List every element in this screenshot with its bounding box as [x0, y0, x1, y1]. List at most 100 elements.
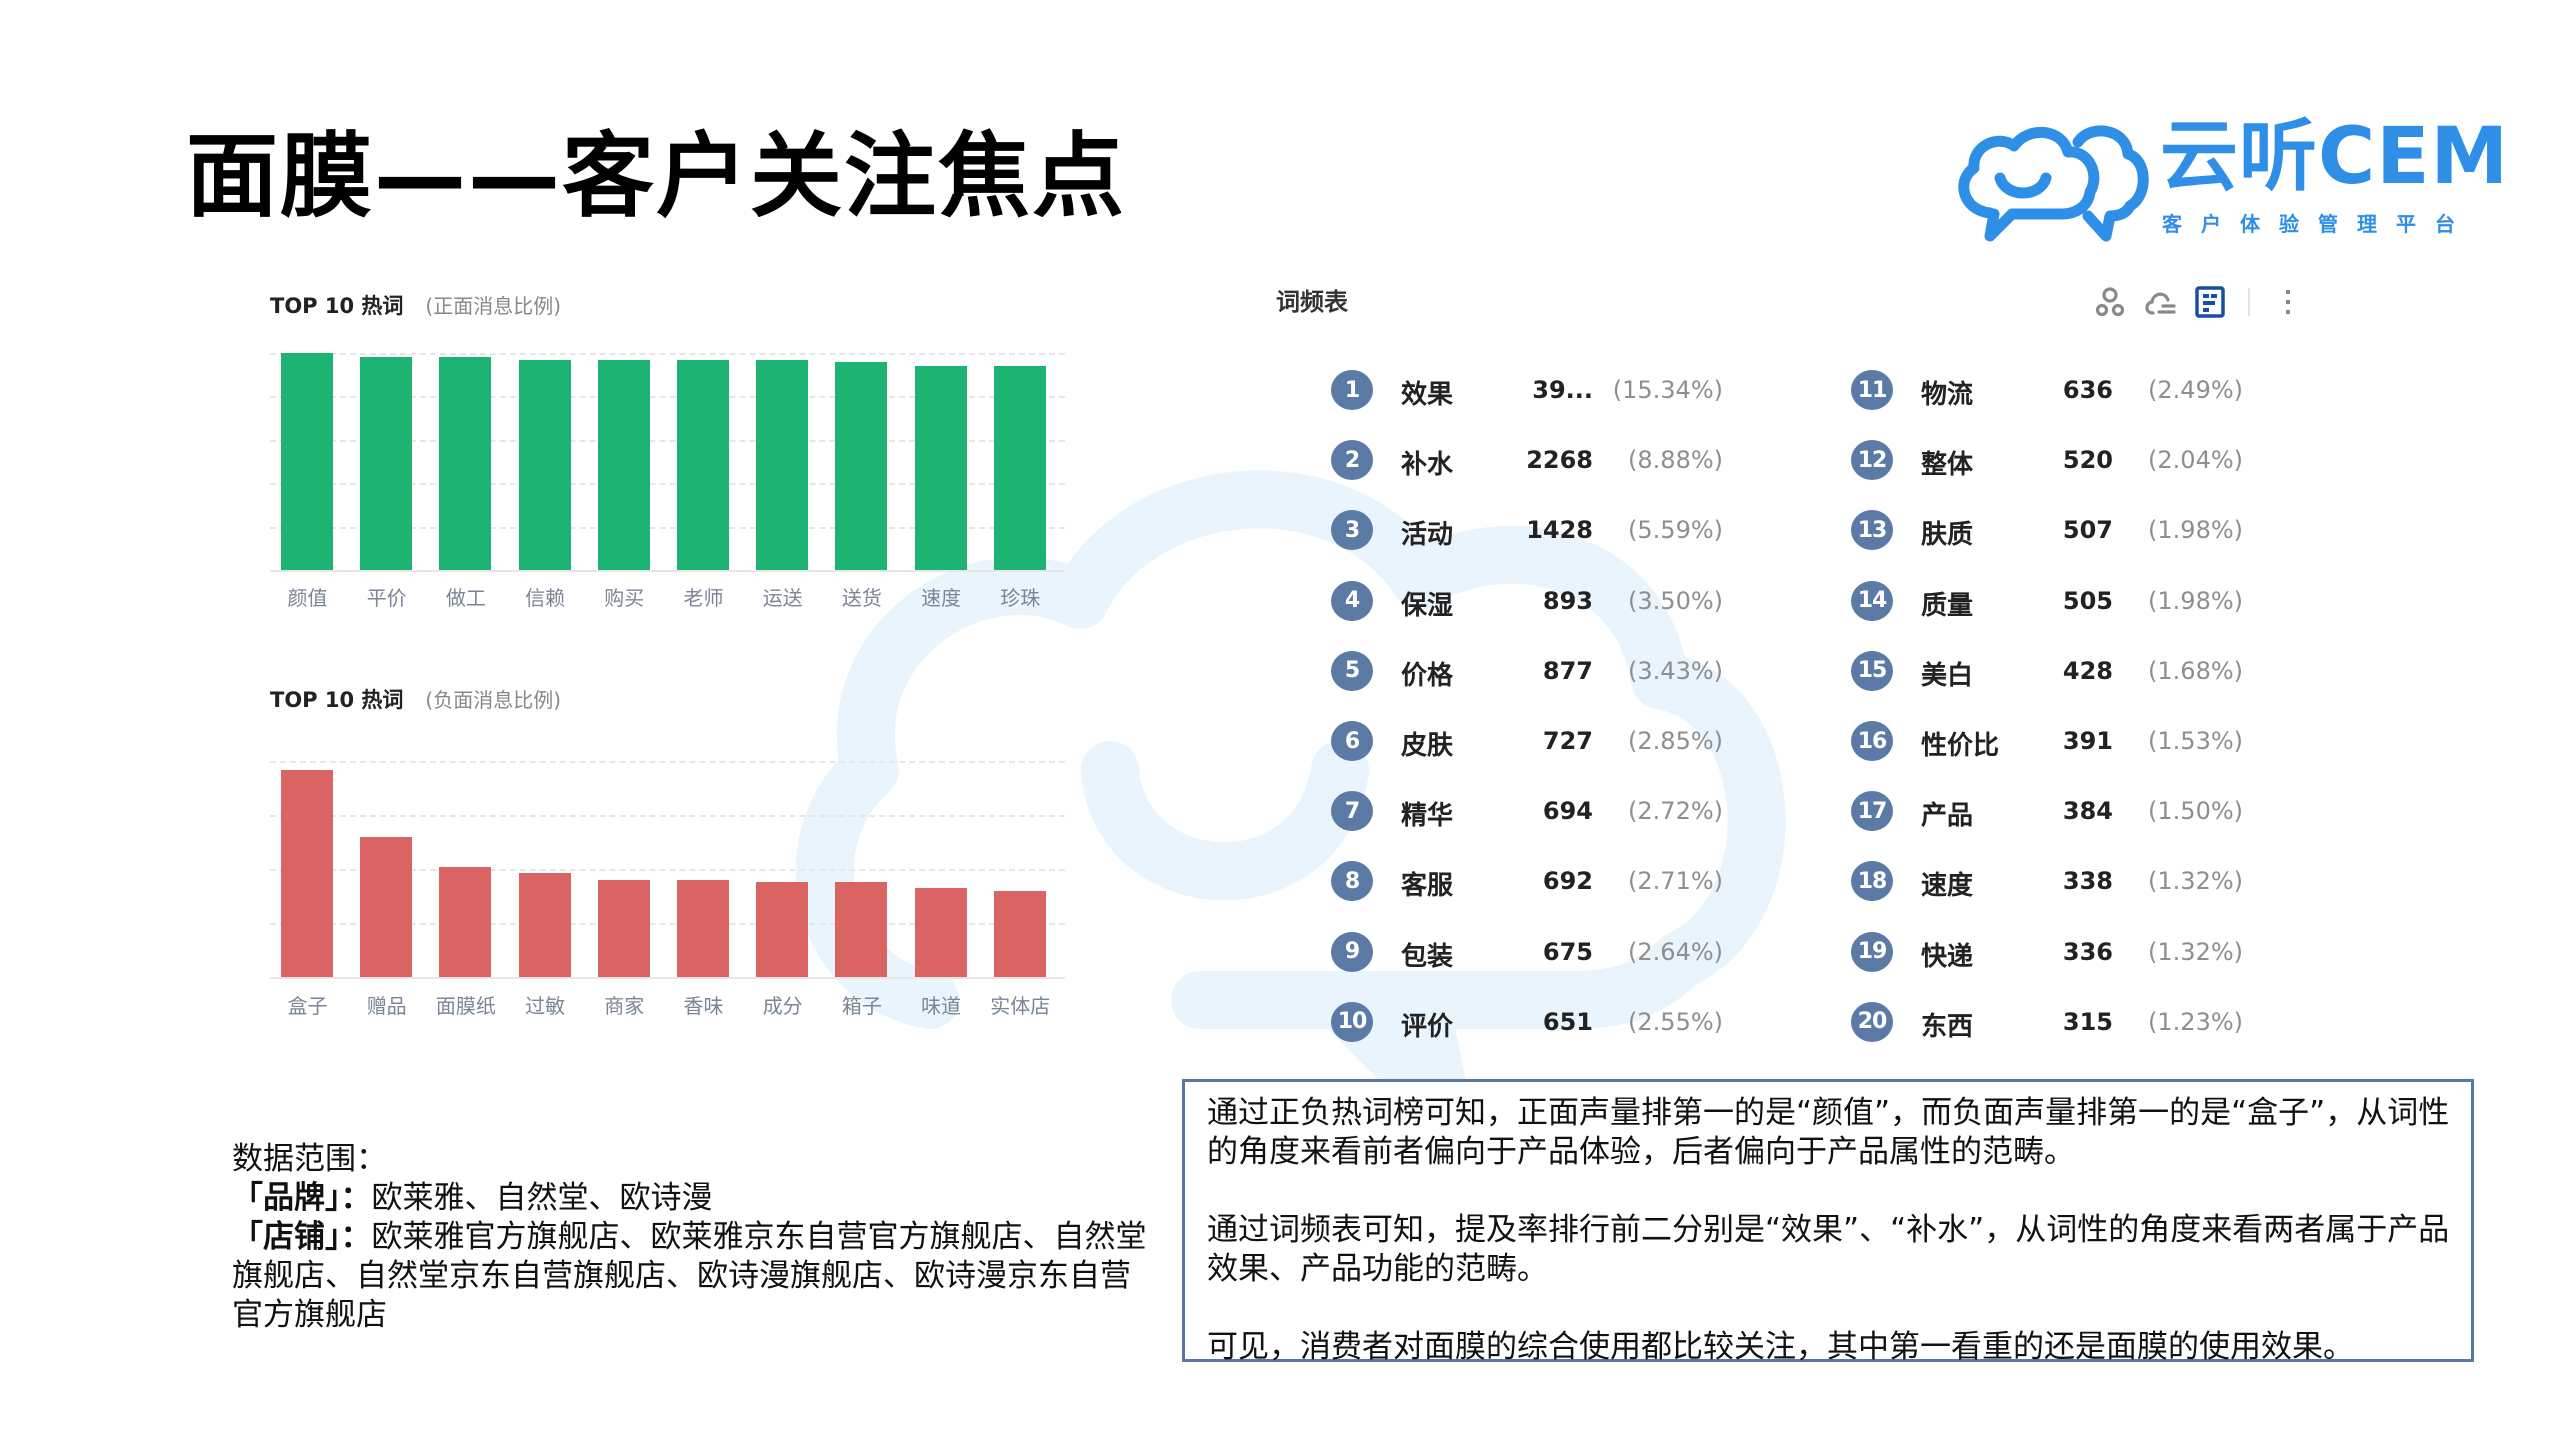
word-label: 包装	[1401, 941, 1454, 972]
word-freq-row[interactable]: 19 快递 336 (1.32%)	[1851, 930, 2271, 974]
word-freq-row[interactable]: 10 评价 651 (2.55%)	[1331, 1000, 1751, 1044]
chart-x-label: 购买	[604, 586, 645, 610]
word-percent: (1.68%)	[2148, 656, 2243, 685]
bubble-chart-button[interactable]	[2092, 284, 2128, 320]
word-cloud-icon	[2145, 292, 2176, 315]
more-options-button[interactable]	[2270, 284, 2306, 320]
chart-x-label: 颜值	[287, 586, 328, 610]
word-freq-row[interactable]: 8 客服 692 (2.71%)	[1331, 859, 1751, 903]
rank-badge: 3	[1331, 510, 1373, 551]
conclusion-paragraph: 通过词频表可知，提及率排行前二分别是“效果”、“补水”，从词性的角度来看两者属于…	[1207, 1212, 2450, 1287]
word-percent: (2.71%)	[1628, 867, 1723, 896]
word-cloud-button[interactable]	[2142, 284, 2178, 320]
word-count: 877	[1542, 656, 1593, 685]
chart-x-label: 实体店	[990, 994, 1051, 1018]
word-freq-row[interactable]: 18 速度 338 (1.32%)	[1851, 859, 2271, 903]
rank-badge: 7	[1331, 791, 1373, 832]
chart-gridline	[270, 483, 1065, 486]
chart-bar[interactable]	[677, 359, 729, 570]
word-label: 效果	[1401, 380, 1454, 410]
word-freq-row[interactable]: 17 产品 384 (1.50%)	[1851, 789, 2271, 833]
chart-gridline	[270, 439, 1065, 442]
brand-tagline: 客户体验管理平台	[2162, 212, 2474, 236]
chart-bar[interactable]	[360, 836, 413, 977]
chart-bar[interactable]	[518, 359, 571, 570]
rank-badge: 9	[1331, 931, 1373, 972]
chart-bar[interactable]	[597, 359, 650, 570]
chart-bar[interactable]	[914, 888, 967, 977]
rank-badge: 13	[1851, 510, 1893, 551]
chart-bar[interactable]	[360, 357, 413, 570]
word-percent: (1.32%)	[2148, 937, 2243, 966]
rank-badge: 18	[1851, 861, 1893, 902]
chart-bar[interactable]	[756, 359, 809, 570]
chart-bar[interactable]	[677, 879, 729, 977]
word-count: 636	[2062, 376, 2113, 404]
rank-badge: 10	[1331, 1001, 1373, 1042]
word-freq-row[interactable]: 3 活动 1428 (5.59%)	[1331, 508, 1751, 552]
rank-badge: 8	[1331, 861, 1373, 902]
chart-bar[interactable]	[835, 361, 888, 570]
chart-bar[interactable]	[281, 769, 333, 977]
word-label: 精华	[1401, 801, 1454, 832]
word-count: 692	[1542, 867, 1593, 896]
word-label: 速度	[1921, 871, 1974, 902]
chart-bar[interactable]	[993, 890, 1046, 977]
word-freq-row[interactable]: 14 质量 505 (1.98%)	[1851, 579, 2271, 623]
word-count: 893	[1542, 586, 1593, 615]
word-freq-row[interactable]: 12 整体 520 (2.04%)	[1851, 438, 2271, 482]
rank-badge: 5	[1331, 650, 1373, 691]
chart-baseline	[270, 570, 1065, 572]
negative-chart-x-axis: 盒子 赠品 面膜纸 过敏 商家 香味 成分 箱子 味道 实体店	[270, 990, 1065, 1020]
word-percent: (5.59%)	[1628, 516, 1723, 545]
negative-chart-title-text: TOP 10 热词	[270, 688, 404, 712]
store-tag: 「店铺」：	[232, 1219, 372, 1255]
word-label: 皮肤	[1401, 731, 1454, 761]
word-freq-row[interactable]: 5 价格 877 (3.43%)	[1331, 649, 1751, 693]
chart-bar[interactable]	[993, 366, 1046, 570]
chart-bar[interactable]	[756, 881, 809, 977]
data-range-brands: 「品牌」：欧莱雅、自然堂、欧诗漫	[232, 1179, 1152, 1218]
word-percent: (1.32%)	[2148, 867, 2243, 896]
word-percent: (3.50%)	[1628, 586, 1723, 615]
word-freq-row[interactable]: 16 性价比 391 (1.53%)	[1851, 719, 2271, 763]
word-count: 384	[2062, 797, 2113, 826]
chart-x-label: 送货	[841, 586, 882, 610]
word-freq-row[interactable]: 15 美白 428 (1.68%)	[1851, 649, 2271, 693]
word-freq-toolbar	[2092, 282, 2306, 322]
word-count: 336	[2062, 937, 2113, 966]
word-count: 694	[1542, 797, 1593, 826]
word-freq-row[interactable]: 1 效果 39... (15.34%)	[1331, 368, 1751, 412]
word-count: 338	[2062, 867, 2113, 896]
word-percent: (3.43%)	[1628, 656, 1723, 685]
word-freq-row[interactable]: 13 肤质 507 (1.98%)	[1851, 508, 2271, 552]
table-view-button[interactable]	[2192, 284, 2228, 320]
word-count: 391	[2062, 727, 2113, 755]
word-freq-row[interactable]: 11 物流 636 (2.49%)	[1851, 368, 2271, 412]
word-freq-row[interactable]: 20 东西 315 (1.23%)	[1851, 1000, 2271, 1044]
word-freq-row[interactable]: 2 补水 2268 (8.88%)	[1331, 438, 1751, 482]
word-count: 1428	[1526, 516, 1593, 545]
word-percent: (2.55%)	[1628, 1007, 1723, 1036]
negative-chart-title: TOP 10 热词 (负面消息比例)	[270, 684, 561, 714]
word-freq-title: 词频表	[1276, 288, 1348, 316]
word-percent: (2.72%)	[1628, 797, 1723, 826]
chart-bar[interactable]	[439, 866, 492, 977]
chart-gridline	[270, 396, 1065, 399]
chart-bar[interactable]	[439, 357, 492, 570]
chart-bar[interactable]	[914, 366, 967, 570]
word-freq-row[interactable]: 7 精华 694 (2.72%)	[1331, 789, 1751, 833]
chart-x-label: 商家	[604, 994, 645, 1018]
word-percent: (1.98%)	[2148, 516, 2243, 545]
word-freq-row[interactable]: 9 包装 675 (2.64%)	[1331, 930, 1751, 974]
word-label: 东西	[1921, 1011, 1974, 1042]
chart-bar[interactable]	[835, 881, 888, 977]
word-label: 质量	[1921, 590, 1974, 621]
chart-bar[interactable]	[518, 873, 571, 977]
word-count: 2268	[1526, 446, 1593, 475]
chart-x-label: 过敏	[525, 994, 566, 1018]
chart-bar[interactable]	[597, 879, 650, 977]
word-freq-row[interactable]: 4 保湿 893 (3.50%)	[1331, 579, 1751, 623]
chart-bar[interactable]	[281, 353, 333, 570]
word-freq-row[interactable]: 6 皮肤 727 (2.85%)	[1331, 719, 1751, 763]
